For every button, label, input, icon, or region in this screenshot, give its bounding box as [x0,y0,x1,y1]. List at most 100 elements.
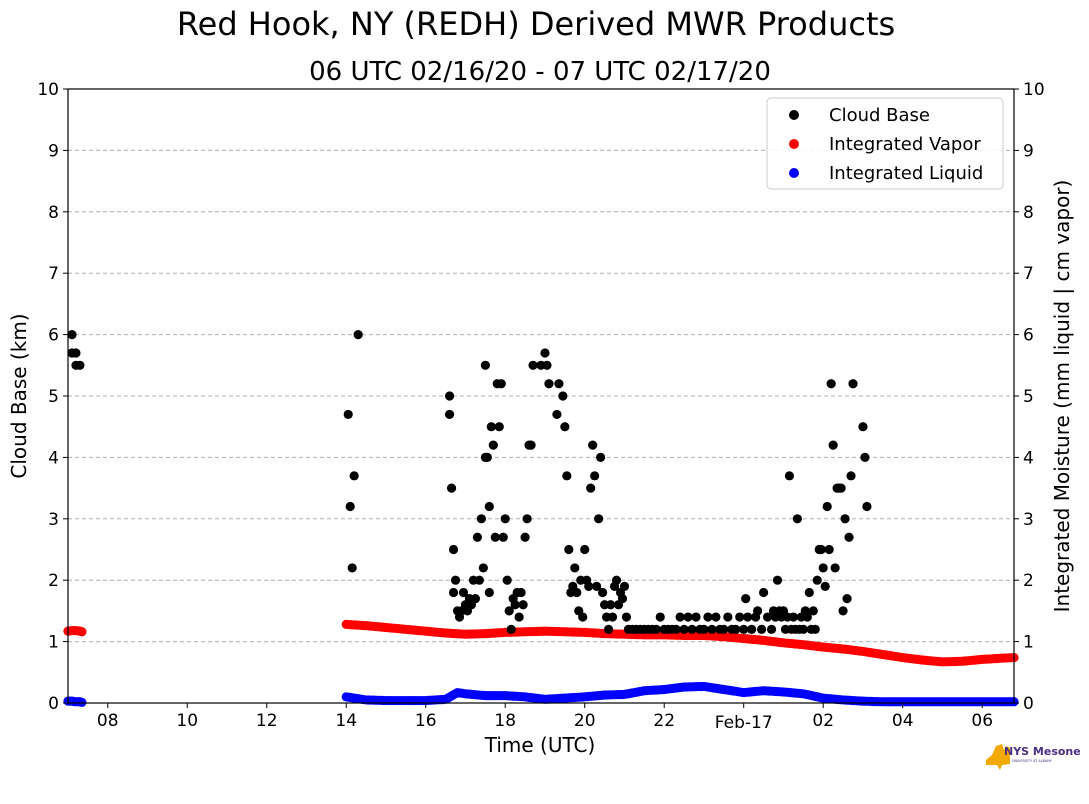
x-tick-label: 06 [971,711,993,731]
x-tick-label: 16 [415,711,437,731]
data-point [528,360,538,370]
legend: Cloud Base Integrated Vapor Integrated Liq… [766,97,1004,190]
legend-marker [789,110,799,120]
data-point [598,587,608,598]
data-point [502,575,512,585]
data-point [558,391,568,401]
data-point [596,452,606,462]
data-point [828,440,838,450]
y2-tick-label: 7 [1023,264,1034,284]
series-integrated-vapor [63,619,1019,667]
data-point [75,360,85,370]
data-point [707,624,717,634]
data-point [448,587,459,598]
data-point [691,612,701,622]
data-point [560,422,570,432]
data-point [486,422,496,432]
y2-tick-label: 3 [1023,510,1034,530]
data-point [347,563,357,573]
data-point [788,612,798,622]
logo-text: NYS Mesonet [1004,745,1080,758]
data-point [572,587,582,598]
data-point [784,471,795,481]
y-tick-label: 7 [48,264,59,284]
data-point [617,594,628,604]
y2-tick-label: 5 [1023,387,1034,407]
data-point [723,612,733,622]
data-point [448,544,459,555]
x-tick-label: 14 [335,711,357,731]
data-point [757,624,767,634]
data-point [570,563,580,573]
data-point [822,501,832,512]
data-point [450,575,461,585]
y-tick-label: 3 [48,510,59,530]
y2-tick-label: 4 [1023,448,1034,468]
data-point [514,612,524,622]
legend-label: Integrated Liquid [829,163,983,184]
data-point [655,612,665,622]
data-point [860,452,870,462]
x-tick-label: 20 [574,711,596,731]
y2-tick-label: 10 [1023,80,1045,100]
data-point [611,575,622,585]
data-point [349,471,359,481]
data-point [564,544,574,555]
y-tick-label: 6 [48,326,59,346]
data-point [343,409,353,420]
data-point [844,532,854,542]
data-point [830,563,840,573]
data-point [498,532,508,542]
y-tick-label: 5 [48,387,59,407]
data-point [584,581,594,591]
y2-axis-label: Integrated Moisture (mm liquid | cm vapo… [1050,180,1074,613]
data-point [838,606,848,616]
chart-title: Red Hook, NY (REDH) Derived MWR Products [177,5,895,43]
y2-tick-label: 2 [1023,571,1034,591]
data-point [753,606,763,616]
data-point [588,440,598,450]
data-point [816,544,826,555]
data-point [578,612,588,622]
y2-tick-label: 9 [1023,141,1034,161]
data-point [542,360,552,370]
data-point [766,624,777,634]
logo-subtext: UNIVERSITY AT ALBANY [1012,759,1053,763]
x-tick-label: Feb-17 [715,713,773,733]
y-tick-label: 2 [48,571,59,591]
data-point [353,330,363,340]
x-axis-label: Time (UTC) [484,733,596,757]
legend-label: Integrated Vapor [829,134,981,155]
data-point [772,575,783,585]
y-tick-label: 1 [48,633,59,653]
data-point [544,379,554,389]
x-tick-label: 02 [812,711,834,731]
data-point [540,348,550,358]
data-point [762,612,773,622]
data-point [458,587,469,598]
data-point [488,440,498,450]
data-point [735,612,745,622]
data-point [554,379,564,389]
x-tick-label: 04 [892,711,914,731]
y-tick-label: 4 [48,448,59,468]
data-point [510,600,520,610]
data-point [444,391,455,401]
data-point [651,624,661,634]
data-point [747,624,757,634]
legend-box [766,97,1004,190]
series-cloud-base [67,330,872,634]
data-point [607,612,618,622]
y2-tick-label: 0 [1023,694,1034,714]
data-point [621,612,632,622]
data-point [484,587,494,598]
data-point [580,544,590,555]
data-point [504,606,514,616]
x-tick-label: 22 [653,711,675,731]
data-point [590,471,600,481]
legend-label: Cloud Base [829,105,930,126]
data-point [802,612,812,622]
data-point [798,624,808,634]
